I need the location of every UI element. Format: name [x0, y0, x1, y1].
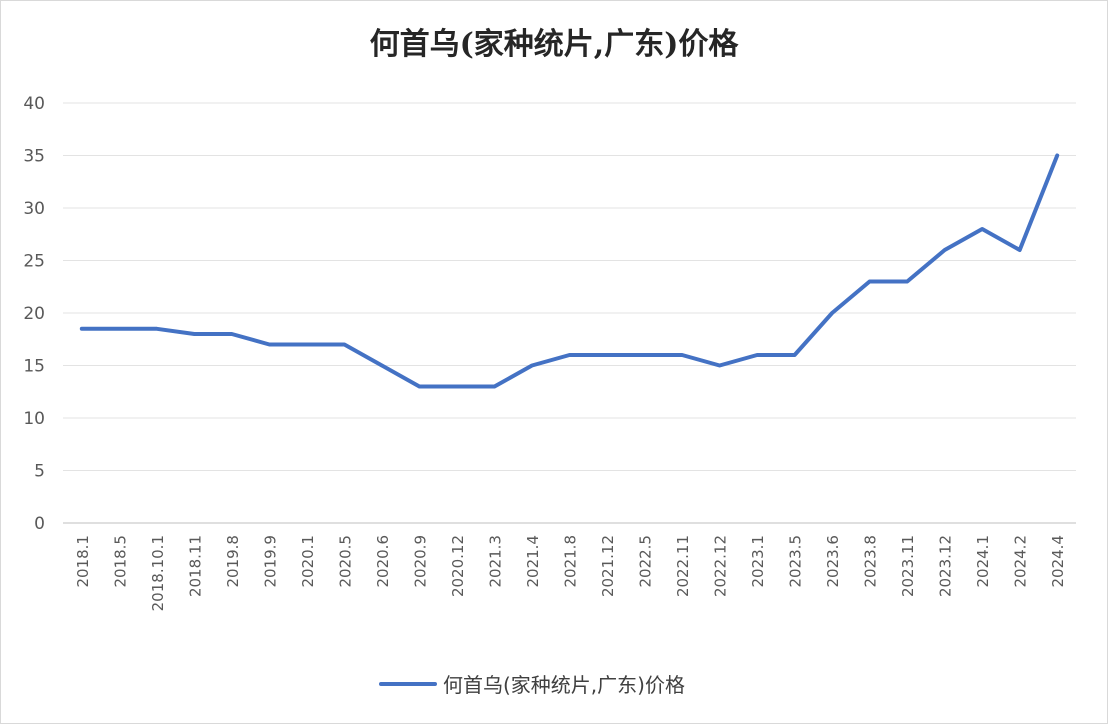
series-line-0: [79, 153, 1060, 389]
y-tick-label: 10: [23, 409, 45, 429]
x-tick-label: 2024.1: [974, 535, 992, 588]
x-tick-label: 2022.5: [637, 535, 655, 588]
x-tick-label: 2023.11: [899, 535, 917, 597]
chart-title: 何首乌(家种统片,广东)价格: [369, 27, 739, 62]
legend-line-swatch: [379, 681, 437, 686]
legend: 何首乌(家种统片,广东)价格: [379, 669, 685, 698]
x-tick-label: 2018.1: [74, 535, 92, 588]
x-tick-label: 2021.3: [486, 535, 504, 588]
legend-label: 何首乌(家种统片,广东)价格: [443, 673, 685, 697]
y-tick-label: 25: [23, 252, 45, 272]
x-tick-label: 2022.11: [674, 535, 692, 597]
x-tick-label: 2024.2: [1012, 535, 1030, 588]
y-tick-label: 35: [23, 147, 45, 167]
y-tick-label: 15: [23, 357, 45, 377]
y-tick-label: 0: [34, 514, 45, 534]
x-tick-label: 2020.9: [411, 535, 429, 588]
x-tick-label: 2023.6: [824, 535, 842, 588]
x-tick-label: 2021.8: [562, 535, 580, 588]
x-tick-label: 2024.4: [1049, 535, 1067, 588]
x-tick-label: 2020.12: [449, 535, 467, 597]
x-tick-label: 2018.11: [186, 535, 204, 597]
x-tick-label: 2021.12: [599, 535, 617, 597]
x-tick-label: 2020.5: [336, 535, 354, 588]
y-tick-label: 30: [23, 199, 45, 219]
x-tick-label: 2019.8: [224, 535, 242, 588]
x-tick-label: 2018.10.1: [149, 535, 167, 611]
x-tick-label: 2023.8: [862, 535, 880, 588]
x-tick-label: 2022.12: [712, 535, 730, 597]
y-tick-label: 40: [23, 94, 45, 114]
y-tick-label: 5: [34, 462, 45, 482]
x-tick-label: 2023.1: [749, 535, 767, 588]
x-tick-label: 2020.1: [299, 535, 317, 588]
x-tick-label: 2023.12: [937, 535, 955, 597]
y-tick-label: 20: [23, 304, 45, 324]
x-tick-label: 2018.5: [111, 535, 129, 588]
x-tick-label: 2023.5: [787, 535, 805, 588]
x-tick-label: 2021.4: [524, 535, 542, 588]
x-tick-label: 2020.6: [374, 535, 392, 588]
x-tick-label: 2019.9: [261, 535, 279, 588]
